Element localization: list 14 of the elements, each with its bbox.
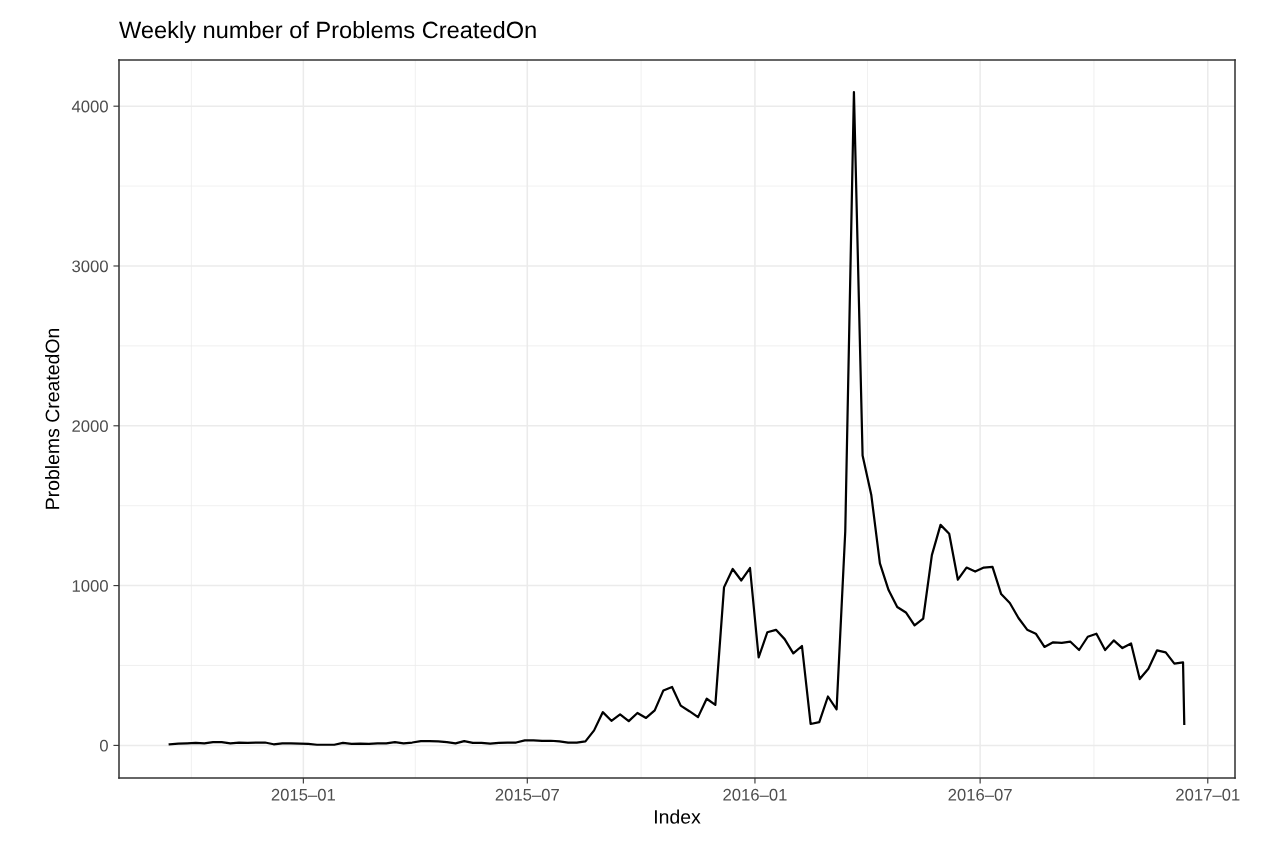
x-axis-title: Index	[655, 809, 701, 824]
y-tick-label: 2000	[72, 420, 108, 432]
x-tick-label: 2015–01	[271, 788, 335, 801]
x-tick-label: 2015–07	[495, 788, 559, 801]
y-tick-label: 1000	[72, 580, 108, 592]
line-series	[168, 91, 1186, 746]
x-tick-label: 2017–01	[1176, 788, 1240, 801]
y-tick-label: 3000	[72, 260, 108, 273]
y-tick-label: 4000	[71, 100, 108, 113]
y-axis-title: Problems CreatedOn	[45, 328, 60, 509]
x-tick-label: 2016–01	[723, 788, 787, 801]
chart-title: Weekly number of Problems CreatedOn	[119, 21, 536, 43]
x-tick-label: 2016–07	[948, 788, 1012, 801]
y-tick-label: 0	[99, 739, 108, 752]
